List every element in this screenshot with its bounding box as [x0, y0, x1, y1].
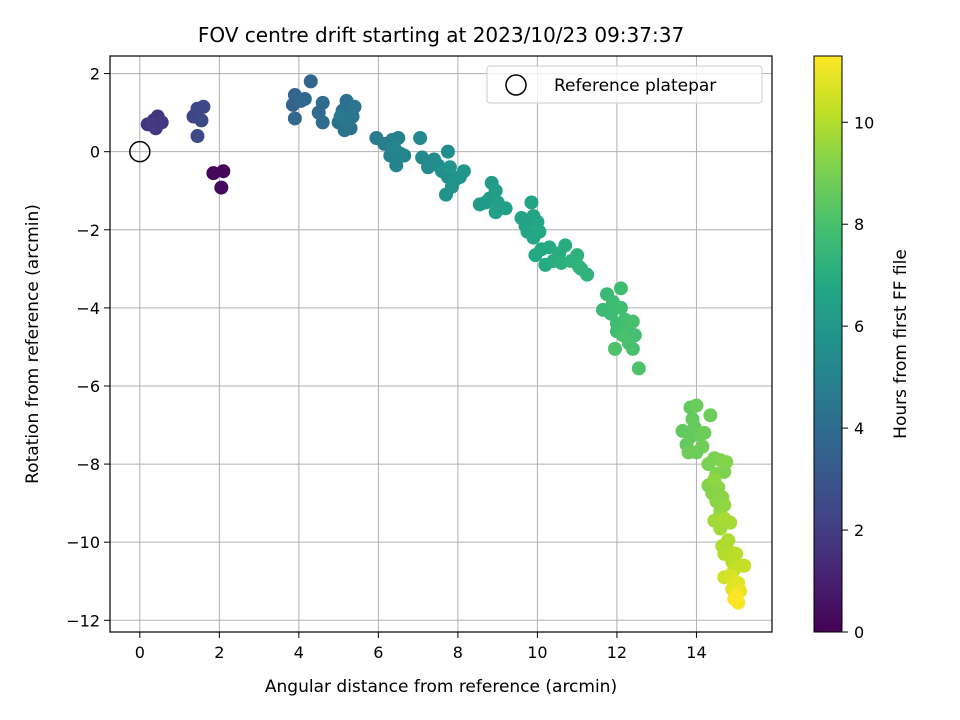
scatter-point [524, 195, 539, 210]
scatter-point [723, 515, 738, 530]
scatter-point [631, 361, 646, 376]
scatter-point [347, 99, 362, 114]
scatter-point [333, 109, 348, 124]
colorbar-tick-label: 2 [854, 521, 864, 540]
scatter-point [303, 74, 318, 89]
x-tick-label: 8 [453, 643, 463, 662]
scatter-point [287, 111, 302, 126]
colorbar-tick-label: 8 [854, 215, 864, 234]
scatter-point [397, 148, 412, 163]
x-tick-label: 14 [686, 643, 706, 662]
scatter-point [490, 195, 505, 210]
scatter-point [625, 314, 640, 329]
scatter-point [532, 224, 547, 239]
y-axis-label: Rotation from reference (arcmin) [23, 204, 43, 484]
y-tick-label: 2 [90, 65, 100, 84]
scatter-point [442, 160, 457, 175]
scatter-point [444, 179, 459, 194]
legend-marker-reference [505, 74, 527, 96]
reference-point [129, 140, 151, 163]
y-tick-label: −4 [76, 299, 100, 318]
scatter-point [737, 558, 752, 573]
scatter-point [389, 158, 404, 173]
x-tick-label: 12 [607, 643, 627, 662]
scatter-point [440, 144, 455, 159]
scatter-point [703, 408, 718, 423]
data-points [140, 74, 752, 610]
scatter-point [190, 129, 205, 144]
scatter-point [214, 180, 229, 195]
y-tick-label: −12 [66, 611, 100, 630]
scatter-point [695, 439, 710, 454]
scatter-point [574, 261, 589, 276]
colorbar-label: Hours from first FF file [891, 249, 911, 439]
plot-frame [109, 55, 773, 633]
colorbar-gradient [813, 55, 843, 633]
scatter-point [144, 116, 159, 131]
y-tick-label: 0 [90, 143, 100, 162]
scatter-point [615, 328, 630, 343]
scatter-point [196, 99, 211, 114]
legend: Reference platepar [486, 65, 763, 104]
scatter-point [315, 95, 330, 110]
scatter-point [613, 300, 628, 315]
colorbar-tick-label: 4 [854, 419, 864, 438]
y-tick-label: −8 [76, 455, 100, 474]
reference-marker [129, 140, 151, 163]
scatter-point [625, 341, 640, 356]
scatter-point [315, 115, 330, 130]
scatter-point [719, 455, 734, 470]
scatter-point [387, 140, 402, 155]
legend-box [486, 65, 763, 104]
scatter-point [607, 341, 622, 356]
x-tick-label: 2 [214, 643, 224, 662]
scatter-point [721, 533, 736, 548]
scatter-point [697, 425, 712, 440]
x-tick-label: 4 [294, 643, 304, 662]
colorbar-tick-label: 10 [854, 113, 874, 132]
scatter-point [216, 164, 231, 179]
colorbar-ticks: 0 2 4 6 8 10 [842, 113, 874, 642]
chart-title: FOV centre drift starting at 2023/10/23 … [198, 23, 684, 47]
scatter-point [613, 281, 628, 296]
scatter-point [558, 238, 573, 253]
scatter-point [729, 546, 744, 561]
scatter-point [488, 183, 503, 198]
scatter-point [194, 113, 209, 128]
colorbar-tick-label: 0 [854, 623, 864, 642]
scatter-point [297, 91, 312, 106]
x-tick-label: 6 [373, 643, 383, 662]
colorbar-tick-label: 6 [854, 317, 864, 336]
x-tick-label: 10 [527, 643, 547, 662]
scatter-point [456, 164, 471, 179]
x-tick-label: 0 [135, 643, 145, 662]
scatter-point [729, 589, 744, 604]
axis-ticks: 0 2 4 6 8 10 12 14 2 0 −2 −4 −6 −8 −10 −12 [66, 65, 706, 662]
scatter-point [413, 131, 428, 146]
colorbar: 0 2 4 6 8 10 Hours from first FF file [813, 55, 911, 642]
legend-label-reference: Reference platepar [554, 76, 716, 96]
scatter-point [689, 398, 704, 413]
scatter-point [681, 445, 696, 460]
x-axis-label: Angular distance from reference (arcmin) [265, 677, 617, 697]
y-tick-label: −2 [76, 221, 100, 240]
scatter-point [707, 472, 722, 487]
y-tick-label: −6 [76, 377, 100, 396]
grid [110, 56, 772, 632]
y-tick-label: −10 [66, 533, 100, 552]
scatter-point [570, 248, 585, 263]
